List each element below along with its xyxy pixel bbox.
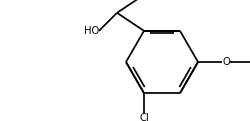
Text: HO: HO (84, 26, 98, 36)
Text: O: O (221, 57, 229, 67)
Text: Cl: Cl (138, 113, 148, 121)
